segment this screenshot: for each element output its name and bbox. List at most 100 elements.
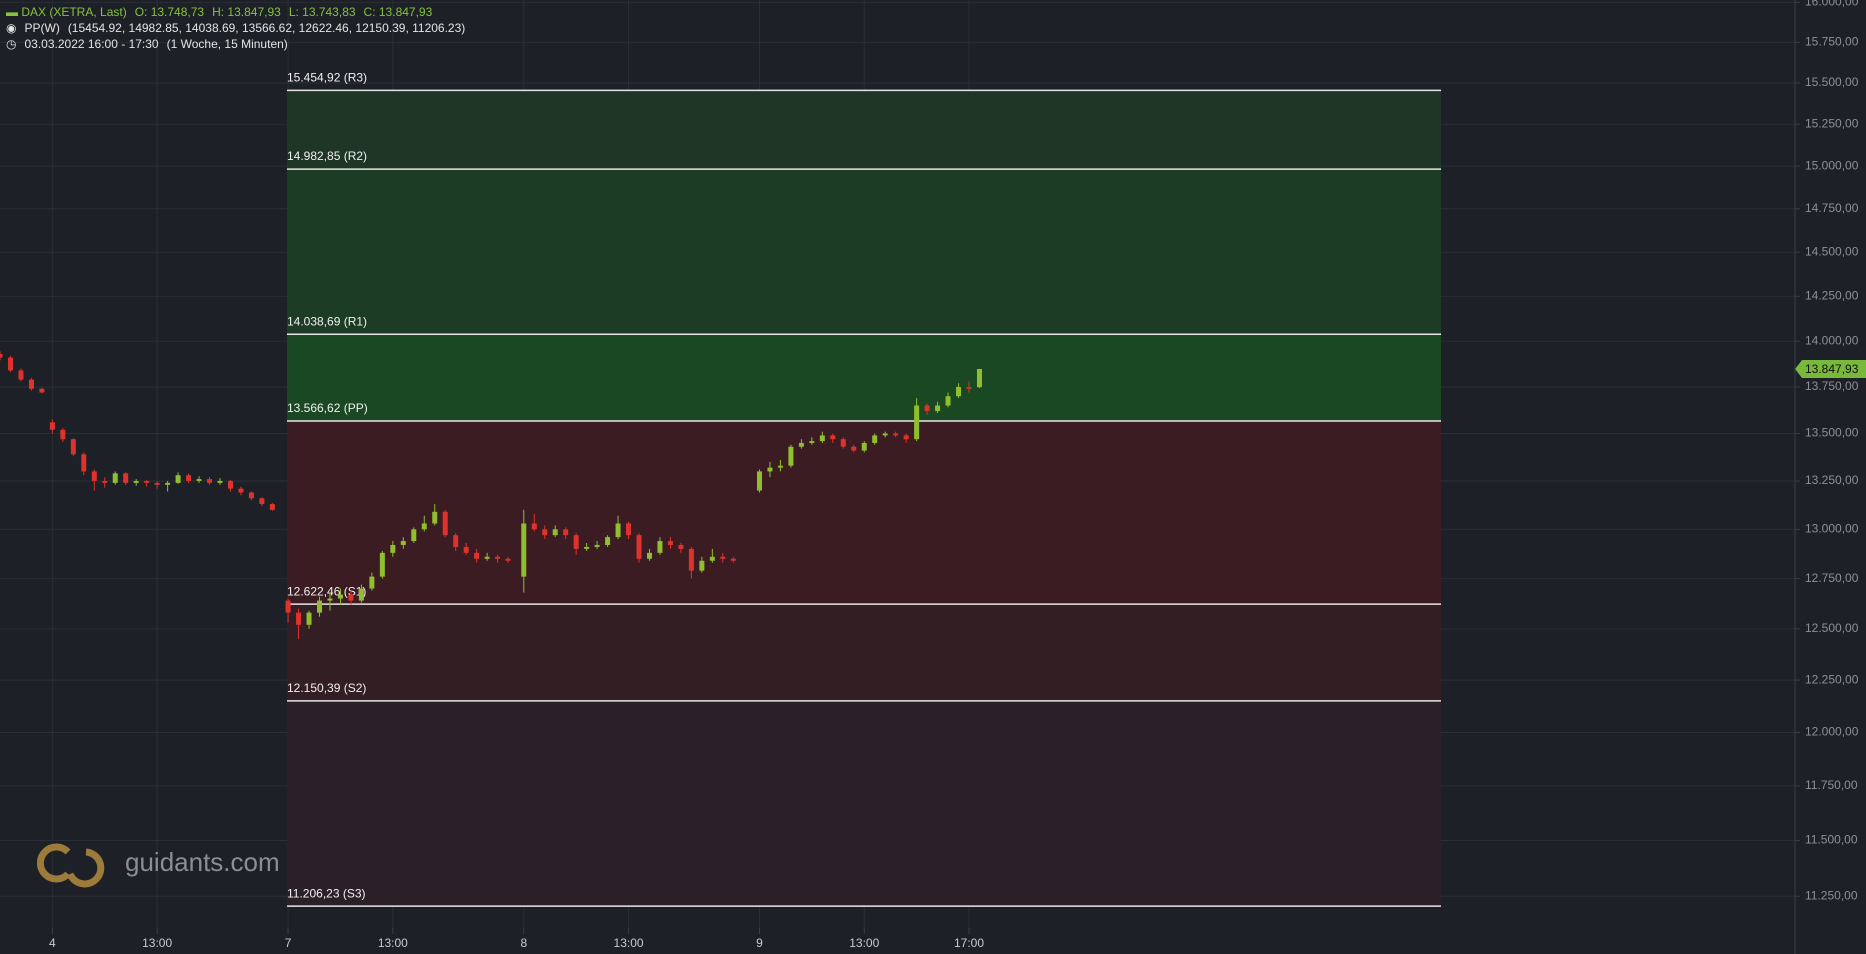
y-tick-label: 13.250,00 [1805,473,1859,487]
candle-body [976,368,982,388]
y-tick-label: 12.000,00 [1805,725,1859,739]
axis-bg [1795,0,1866,954]
candle-body [39,388,45,393]
candle-body [165,482,171,485]
candle-body [411,529,417,542]
logo-right [66,848,105,888]
candles [0,351,982,640]
x-tick-label: 13:00 [614,936,644,950]
candle-body [840,439,846,447]
y-tick-label: 11.250,00 [1805,888,1858,902]
candle-body [935,405,941,412]
candle-body [861,442,867,451]
pivot-zone [287,169,1441,335]
candle-body [531,523,537,530]
candle-body [966,386,972,389]
candle-body [196,479,202,481]
y-tick-label: 14.500,00 [1805,244,1859,258]
candle-body [756,471,762,491]
candle-body [369,576,375,589]
indicator-icon: ◉ [6,21,17,35]
indicator-values: (15454.92, 14982.85, 14038.69, 13566.62,… [67,21,466,35]
candle-body [248,492,254,499]
candle-body [830,435,836,440]
ohlc: O: 13.748,73 [134,5,205,19]
watermark: guidants.com [125,847,280,877]
candle-body [327,598,333,601]
candle-body [615,523,621,538]
x-tick-label: 13:00 [378,936,408,950]
y-tick-label: 12.750,00 [1805,571,1859,585]
pivot-label: 12.150,39 (S2) [287,681,366,695]
candle-body [296,612,302,625]
candle-body [238,488,244,493]
y-tick-label: 14.250,00 [1805,289,1859,303]
ohlc: C: 13.847,93 [363,5,433,19]
candle-body [358,588,364,601]
candle-body [720,556,726,559]
candle-body [594,544,600,547]
candle-body [474,552,480,559]
y-tick-label: 15.500,00 [1805,75,1859,89]
candle-body [956,386,962,397]
y-tick-label: 16.000,00 [1805,0,1859,9]
y-tick-label: 11.750,00 [1805,778,1858,792]
header-line-3: ◷ 03.03.2022 16:00 - 17:30 (1 Woche, 15 Mi… [6,37,296,51]
candle-body [882,433,888,436]
x-tick-label: 13:00 [142,936,172,950]
last-price-tag [1795,359,1866,378]
header-line-1: ▬ DAX (XETRA, Last) O: 13.748,73 H: 13.847… [6,5,440,19]
candle-body [730,558,736,561]
candle-body [667,541,673,545]
candle-body [285,600,291,613]
y-tick-label: 12.500,00 [1805,621,1859,635]
ohlc: L: 13.743,83 [288,5,356,19]
candle-body [699,560,705,571]
candle-body [7,357,13,371]
candle-body [505,558,511,561]
candle-body [573,535,579,549]
candle-body [259,498,265,505]
candle-body [657,541,663,553]
candle-body [542,529,548,536]
candle-body [379,552,385,577]
candle-body [28,379,34,389]
logo [36,843,105,888]
candle-body [442,511,448,536]
candle-body [678,544,684,549]
y-tick-label: 13.500,00 [1805,426,1859,440]
symbol-title: DAX (XETRA, Last) [21,5,127,19]
candle-body [400,541,406,545]
period-note: (1 Woche, 15 Minuten) [166,37,288,51]
candle-body [207,479,213,483]
pivot-zones: 15.454,92 (R3) 14.982,85 (R2) 14.038,69 (R… [287,71,1441,907]
candle-body [102,480,108,483]
candle-body [636,535,642,559]
candle-body [872,435,878,443]
candle-body [914,405,920,440]
candle-body [495,556,501,559]
candle-body [626,523,632,536]
candle-body [269,504,275,510]
symbol: ▬ DAX (XETRA, Last) [6,5,127,19]
candle-body [81,454,87,472]
pivot-label: 12.622,46 (S1) [287,584,366,598]
y-tick-label: 12.250,00 [1805,672,1859,686]
candle-body [893,433,899,436]
candle-body [584,546,590,549]
candle-body [390,544,396,553]
candle-body [217,480,223,483]
candle-body [924,405,930,412]
pivot-label: 14.038,69 (R1) [287,314,367,328]
candle-body [945,396,951,406]
candle-body [348,594,354,601]
y-tick-label: 14.000,00 [1805,333,1859,347]
candle-body [18,370,24,380]
pivot-label: 11.206,23 (S3) [287,886,366,900]
candle-body [123,473,129,483]
pivot-zone [287,700,1441,907]
y-tick-label: 11.500,00 [1805,833,1858,847]
y-tick-label: 15.250,00 [1805,116,1859,130]
candle-body [484,556,490,559]
